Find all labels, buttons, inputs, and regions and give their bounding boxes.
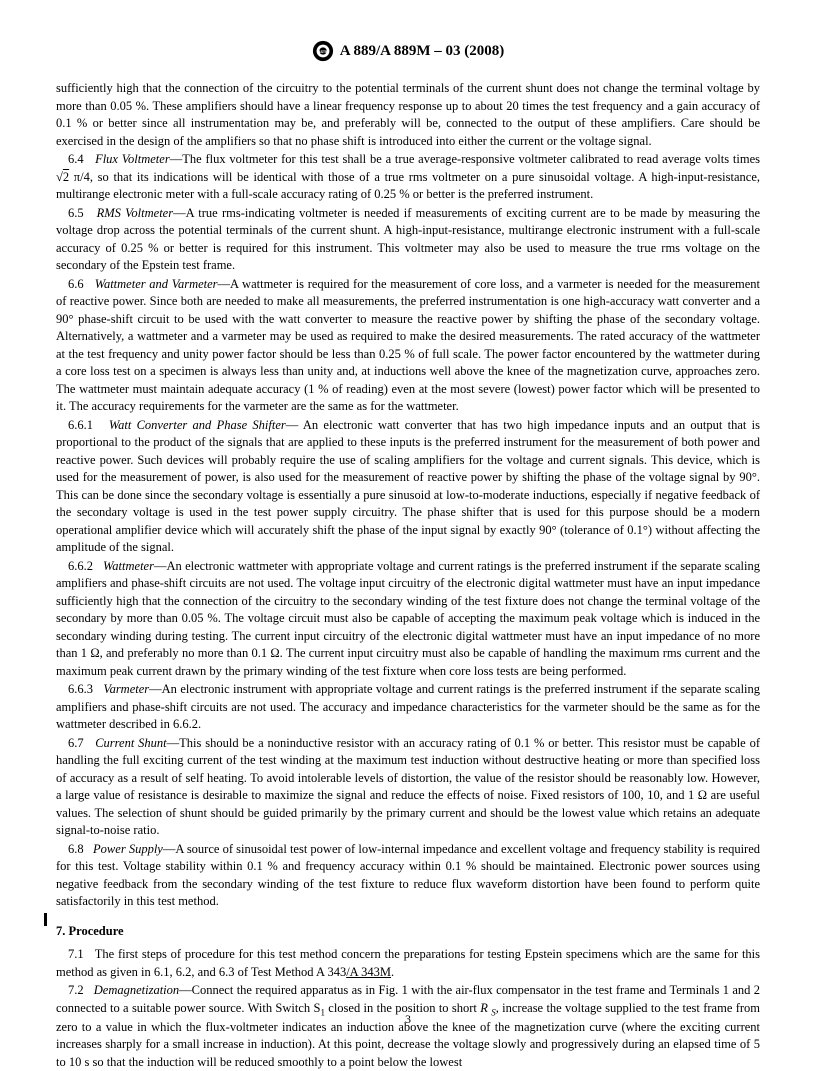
section-6-6-3: 6.6.3 Varmeter—An electronic instrument … [56,681,760,734]
section-number: 7.2 [68,983,84,997]
change-bar-icon [44,913,47,926]
section-number: 6.4 [68,152,84,166]
section-text: —This should be a noninductive resistor … [56,736,760,838]
section-title: Demagnetization [94,983,179,997]
section-text: —An electronic wattmeter with appropriat… [56,559,760,678]
section-title: Wattmeter [103,559,154,573]
section-number: 6.6.1 [68,418,93,432]
section-6-6-1: 6.6.1 Watt Converter and Phase Shifter— … [56,417,760,557]
astm-logo-icon: ASTM [312,40,334,62]
section-number: 6.6.3 [68,682,93,696]
section-7-1: 7.1 The first steps of procedure for thi… [56,946,760,981]
section-text-b: closed in the position to short [325,1001,480,1015]
section-7-heading: 7. Procedure [56,923,760,941]
section-number: 6.6.2 [68,559,93,573]
page-number: 3 [405,1011,411,1028]
section-title: RMS Voltmeter [97,206,174,220]
section-6-8: 6.8 Power Supply—A source of sinusoidal … [56,841,760,911]
sqrt-symbol: √2 [56,170,69,184]
section-text: —A wattmeter is required for the measure… [56,277,760,414]
section-6-6-2: 6.6.2 Wattmeter—An electronic wattmeter … [56,558,760,681]
document-header: ASTM A 889/A 889M – 03 (2008) [56,40,760,62]
section-title: Watt Converter and Phase Shifter [109,418,286,432]
designation-text: A 889/A 889M – 03 (2008) [340,41,505,62]
section-title: Wattmeter and Varmeter [95,277,218,291]
section-number: 7.1 [68,947,84,961]
section-text-a: The first steps of procedure for this te… [56,947,760,979]
section-text: — An electronic watt converter that has … [56,418,760,555]
section-6-4: 6.4 Flux Voltmeter—The flux voltmeter fo… [56,151,760,204]
content-area: sufficiently high that the connection of… [56,80,760,1071]
paragraph-continuation: sufficiently high that the connection of… [56,80,760,150]
svg-text:ASTM: ASTM [318,50,328,54]
section-title: Power Supply [93,842,163,856]
section-number: 6.6 [68,277,84,291]
section-text-c: . [391,965,394,979]
section-number: 6.5 [68,206,84,220]
section-number: 6.7 [68,736,84,750]
section-text-a: —The flux voltmeter for this test shall … [170,152,760,166]
section-number: 6.8 [68,842,84,856]
section-title: Varmeter [103,682,149,696]
r-variable: R [480,1001,488,1015]
section-title: Flux Voltmeter [95,152,170,166]
section-text: —An electronic instrument with appropria… [56,682,760,731]
section-6-5: 6.5 RMS Voltmeter—A true rms-indicating … [56,205,760,275]
section-6-7: 6.7 Current Shunt—This should be a nonin… [56,735,760,840]
section-6-6: 6.6 Wattmeter and Varmeter—A wattmeter i… [56,276,760,416]
underlined-ref: /A 343M [346,965,391,979]
section-title: Current Shunt [95,736,166,750]
section-text-b: π/4, so that its indications will be ide… [56,170,760,202]
